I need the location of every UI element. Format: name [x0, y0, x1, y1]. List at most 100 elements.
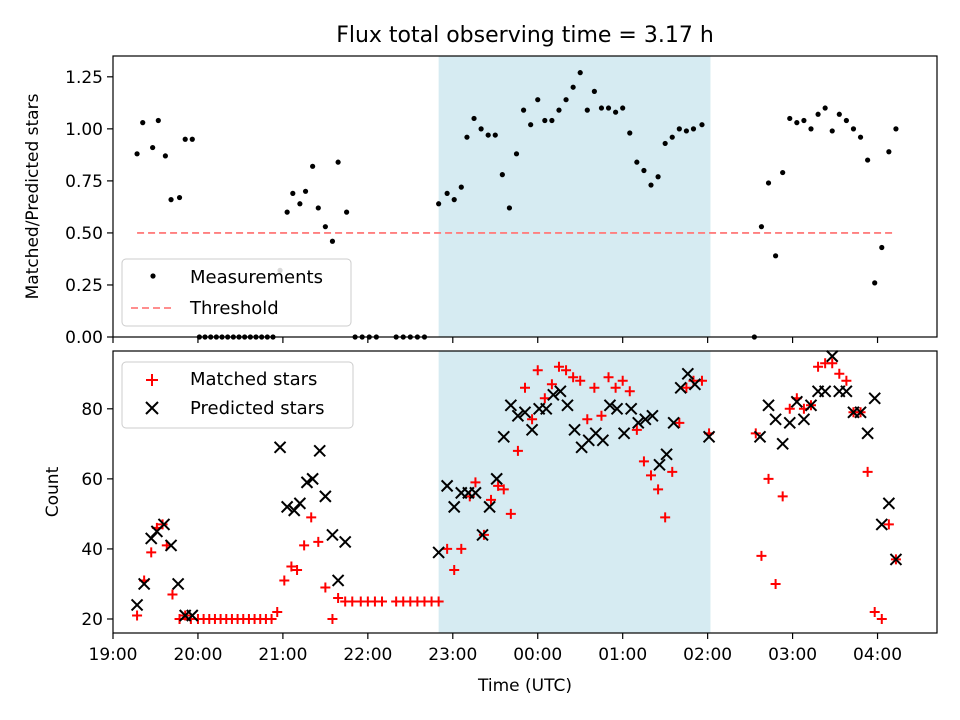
measurement-point: [605, 105, 612, 111]
x-tick-label: 20:00: [173, 645, 222, 665]
x-tick-label: 22:00: [343, 645, 392, 665]
measurement-point: [464, 134, 470, 140]
predicted-point: [300, 476, 314, 489]
measurement-point: [329, 238, 336, 244]
top-y-axis-label: Matched/Predicted stars: [23, 93, 43, 299]
measurement-point: [570, 84, 576, 90]
x-tick-label: 19:00: [89, 645, 138, 665]
predicted-point: [639, 413, 652, 426]
measurement-point: [506, 205, 513, 211]
predicted-point: [875, 518, 888, 531]
measurement-point: [787, 115, 793, 122]
predicted-point: [617, 427, 631, 440]
matched-point: [784, 403, 795, 414]
predicted-point: [688, 378, 702, 391]
predicted-point: [868, 392, 881, 405]
predicted-point: [490, 472, 503, 486]
predicted-point: [171, 577, 185, 591]
x-tick-label: 23:00: [428, 645, 477, 665]
predicted-point: [518, 406, 532, 419]
measurement-point: [780, 169, 786, 176]
measurement-point: [758, 224, 765, 230]
measurement-point: [591, 88, 597, 94]
predicted-point: [525, 423, 539, 437]
matched-point: [638, 456, 649, 467]
measurement-point: [528, 122, 534, 128]
measurement-point: [669, 134, 675, 140]
y-tick-label: 1.25: [65, 68, 103, 88]
predicted-point: [889, 553, 903, 566]
measurement-point: [155, 117, 161, 124]
measurement-point: [162, 153, 168, 159]
measurement-point: [315, 205, 321, 211]
matched-point: [498, 484, 509, 495]
measurement-point: [577, 70, 583, 76]
measurement-point: [655, 174, 661, 180]
top-observing-span: [438, 56, 711, 337]
measurement-point: [134, 151, 140, 157]
predicted-point: [326, 528, 339, 542]
predicted-point: [476, 528, 489, 542]
bottom-x-axis: 19:00 20:00 21:00 22:00 23:00 00:00 01:00 02:00…: [89, 633, 902, 665]
predicted-point: [610, 402, 624, 416]
measurement-point: [520, 107, 527, 113]
predicted-point: [790, 395, 804, 409]
measurement-point: [176, 194, 183, 201]
matched-point: [505, 508, 516, 519]
bottom-axes-frame: [112, 350, 938, 634]
y-tick-label: 0.50: [65, 224, 103, 244]
measurement-point: [458, 184, 464, 190]
measurement-point: [444, 190, 450, 196]
y-tick-label: 40: [81, 540, 103, 560]
matched-point: [603, 372, 614, 383]
predicted-point: [273, 441, 287, 454]
measurement-point: [857, 134, 864, 140]
predicted-point: [483, 500, 496, 514]
measurement-point: [815, 111, 821, 117]
measurement-point: [676, 126, 682, 132]
measurement-point: [436, 201, 442, 207]
predicted-point: [540, 402, 553, 416]
matched-point: [478, 529, 489, 540]
matched-point: [624, 386, 635, 397]
legend-measurements-label: Measurements: [190, 267, 323, 288]
predicted-point: [497, 430, 510, 444]
measurement-point: [648, 182, 654, 188]
matched-point: [681, 382, 692, 393]
measurement-point: [690, 126, 697, 132]
matched-point: [756, 550, 767, 561]
matched-point: [582, 414, 593, 425]
predicted-point: [681, 367, 695, 380]
legend-threshold-label: Threshold: [189, 298, 279, 319]
predicted-point: [624, 402, 638, 416]
measurement-point: [634, 159, 640, 165]
matched-point: [433, 596, 444, 607]
predicted-point: [164, 539, 178, 552]
predicted-point: [632, 416, 645, 430]
measurement-point: [344, 209, 350, 215]
matched-point: [532, 365, 543, 376]
matched-point: [157, 519, 168, 530]
legend-predicted-x: [145, 401, 159, 415]
matched-point: [167, 589, 178, 600]
matched-point: [486, 494, 497, 505]
measurement-point: [335, 159, 341, 165]
predicted-point: [504, 399, 518, 412]
predicted-point: [646, 409, 659, 423]
predicted-point: [861, 427, 874, 440]
measurement-point: [613, 109, 619, 115]
matched-point: [834, 368, 845, 379]
matched-point: [589, 382, 600, 393]
matched-point: [646, 470, 657, 481]
measurement-point: [872, 280, 878, 286]
measurement-point: [542, 117, 548, 124]
x-tick-label: 03:00: [768, 645, 817, 665]
matched-point: [377, 596, 388, 607]
legend-predicted-label: Predicted stars: [190, 398, 324, 419]
measurement-point: [150, 144, 156, 151]
measurement-point: [478, 126, 484, 132]
matched-point: [660, 512, 671, 523]
matched-point: [449, 564, 460, 575]
measurement-point: [850, 126, 857, 132]
